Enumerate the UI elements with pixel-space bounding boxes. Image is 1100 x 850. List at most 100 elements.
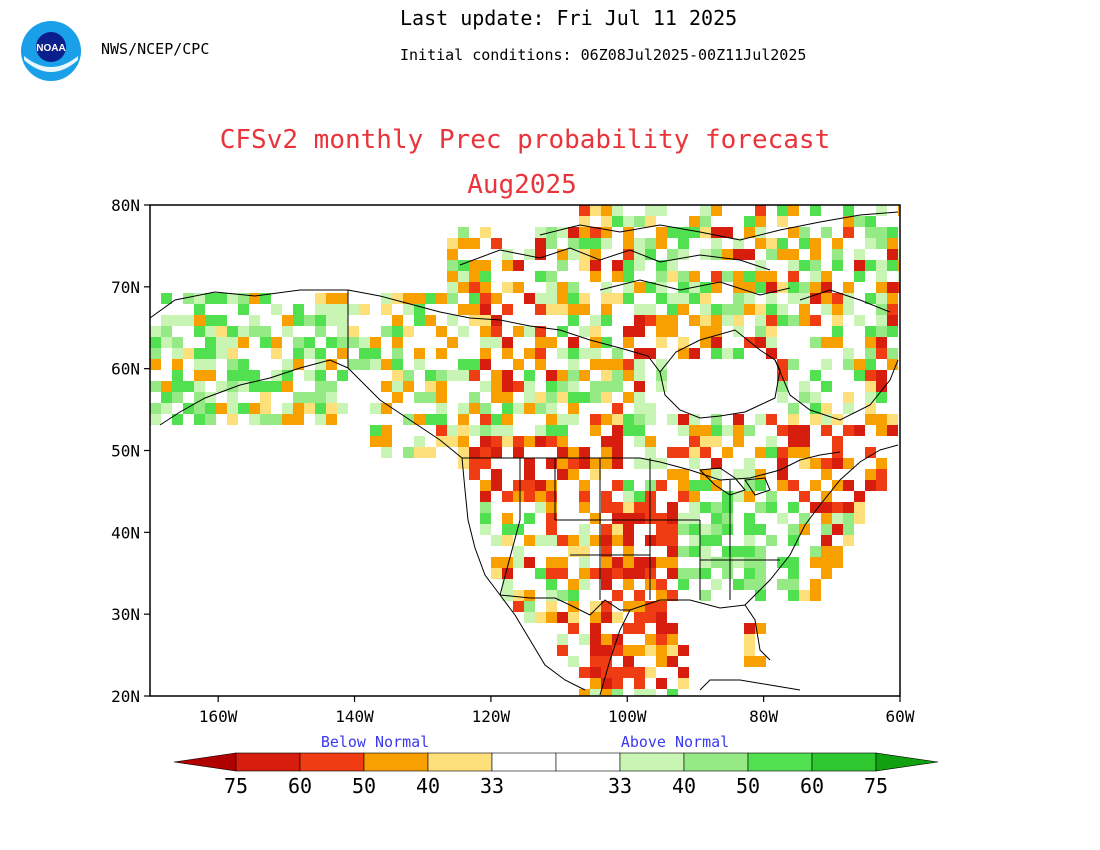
probability-cell xyxy=(678,524,689,535)
probability-cell xyxy=(755,271,766,282)
probability-cell xyxy=(755,480,766,491)
probability-cell xyxy=(678,425,689,436)
probability-cell xyxy=(832,557,843,568)
probability-cell xyxy=(546,513,557,524)
probability-cell xyxy=(645,667,656,678)
probability-cell xyxy=(843,293,854,304)
probability-cell xyxy=(271,414,282,425)
probability-cell xyxy=(788,260,799,271)
probability-cell xyxy=(579,535,590,546)
probability-cell xyxy=(810,271,821,282)
probability-cell xyxy=(579,568,590,579)
probability-cell xyxy=(568,293,579,304)
probability-cell xyxy=(711,271,722,282)
probability-cell xyxy=(722,491,733,502)
probability-cell xyxy=(766,249,777,260)
probability-cell xyxy=(623,370,634,381)
probability-cell xyxy=(821,403,832,414)
probability-cell xyxy=(612,447,623,458)
probability-cell xyxy=(755,623,766,634)
probability-cell xyxy=(689,425,700,436)
probability-cell xyxy=(865,392,876,403)
probability-cell xyxy=(810,238,821,249)
probability-cell xyxy=(601,315,612,326)
probability-cell xyxy=(843,216,854,227)
probability-cell xyxy=(656,678,667,689)
probability-cell xyxy=(667,315,678,326)
probability-cell xyxy=(491,535,502,546)
probability-cell xyxy=(601,458,612,469)
probability-cell xyxy=(150,326,161,337)
probability-cell xyxy=(733,348,744,359)
probability-cell xyxy=(458,238,469,249)
probability-cell xyxy=(667,249,678,260)
probability-cell xyxy=(711,238,722,249)
probability-cell xyxy=(755,656,766,667)
probability-cell xyxy=(480,502,491,513)
probability-cell xyxy=(678,579,689,590)
probability-cell xyxy=(469,447,480,458)
probability-cell xyxy=(601,645,612,656)
probability-cell xyxy=(568,392,579,403)
great-lakes xyxy=(698,467,771,496)
probability-cell xyxy=(678,469,689,480)
probability-cell xyxy=(766,304,777,315)
probability-cell xyxy=(656,326,667,337)
probability-cell xyxy=(238,304,249,315)
probability-cell xyxy=(854,315,865,326)
probability-cell xyxy=(667,656,678,667)
legend-tick-label: 40 xyxy=(416,774,440,798)
probability-cell xyxy=(315,403,326,414)
probability-cell xyxy=(425,370,436,381)
probability-cell xyxy=(227,337,238,348)
probability-cell xyxy=(315,370,326,381)
probability-cell xyxy=(799,315,810,326)
probability-cell xyxy=(337,337,348,348)
probability-cell xyxy=(271,348,282,359)
probability-cell xyxy=(546,590,557,601)
probability-cell xyxy=(887,249,898,260)
probability-cell xyxy=(777,205,788,216)
probability-cell xyxy=(502,348,513,359)
probability-cell xyxy=(865,381,876,392)
probability-cell xyxy=(612,271,623,282)
legend-swatch xyxy=(363,752,429,772)
probability-cell xyxy=(546,304,557,315)
probability-cell xyxy=(491,469,502,480)
probability-cell xyxy=(590,678,601,689)
probability-cell xyxy=(392,293,403,304)
probability-cell xyxy=(810,414,821,425)
probability-cell xyxy=(359,337,370,348)
probability-cell xyxy=(612,293,623,304)
probability-cell xyxy=(700,282,711,293)
probability-cell xyxy=(865,447,876,458)
probability-cell xyxy=(579,634,590,645)
probability-cell xyxy=(546,612,557,623)
probability-cell xyxy=(799,458,810,469)
probability-cell xyxy=(557,590,568,601)
probability-cell xyxy=(623,337,634,348)
probability-cell xyxy=(447,249,458,260)
probability-cell xyxy=(579,491,590,502)
probability-cell xyxy=(579,304,590,315)
probability-cell xyxy=(744,535,755,546)
probability-cell xyxy=(700,205,711,216)
probability-cell xyxy=(788,359,799,370)
probability-cell xyxy=(876,304,887,315)
probability-cell xyxy=(667,623,678,634)
probability-cell xyxy=(788,282,799,293)
probability-cell xyxy=(623,579,634,590)
probability-cell xyxy=(590,458,601,469)
probability-cell xyxy=(700,557,711,568)
probability-cell xyxy=(469,425,480,436)
probability-cell xyxy=(447,282,458,293)
probability-cell xyxy=(249,370,260,381)
probability-cell xyxy=(480,337,491,348)
probability-cell xyxy=(227,370,238,381)
probability-cell xyxy=(161,381,172,392)
probability-cell xyxy=(634,359,645,370)
probability-cell xyxy=(436,414,447,425)
probability-cell xyxy=(194,403,205,414)
probability-cell xyxy=(403,370,414,381)
probability-cell xyxy=(733,271,744,282)
